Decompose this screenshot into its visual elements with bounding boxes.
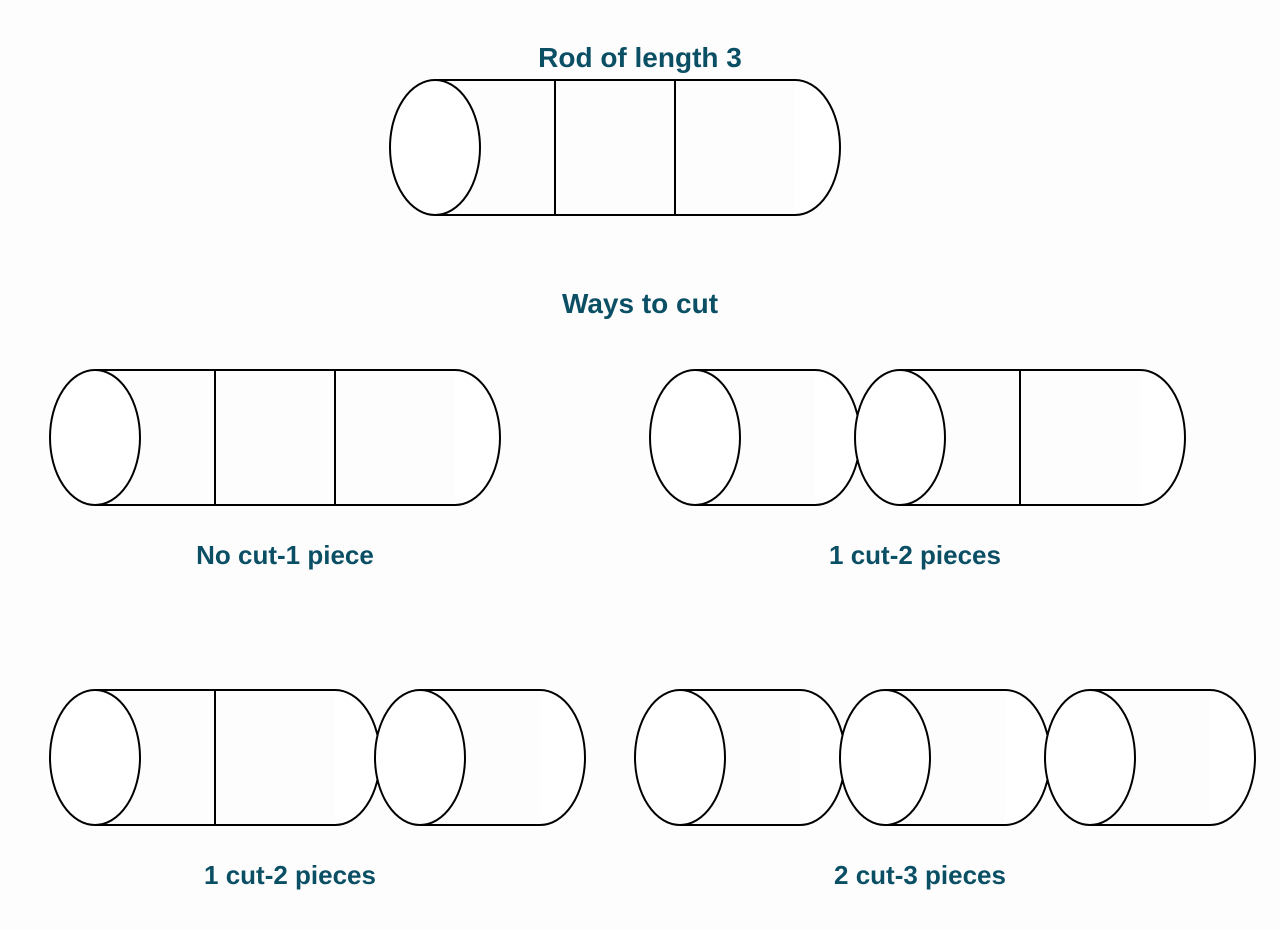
title-ways-to-cut: Ways to cut [562, 288, 718, 320]
rod-no-cut [50, 370, 500, 505]
rod-1-cut-2-1 [50, 690, 585, 825]
label-2-cut: 2 cut-3 pieces [834, 860, 1006, 891]
label-no-cut: No cut-1 piece [196, 540, 374, 571]
label-1-cut-a: 1 cut-2 pieces [829, 540, 1001, 571]
diagram-canvas [0, 0, 1280, 930]
label-1-cut-b: 1 cut-2 pieces [204, 860, 376, 891]
rod-2-cut-1-1-1 [635, 690, 1255, 825]
rod-length-3 [390, 80, 840, 215]
title-main: Rod of length 3 [538, 42, 742, 74]
rod-1-cut-1-2 [650, 370, 1185, 505]
